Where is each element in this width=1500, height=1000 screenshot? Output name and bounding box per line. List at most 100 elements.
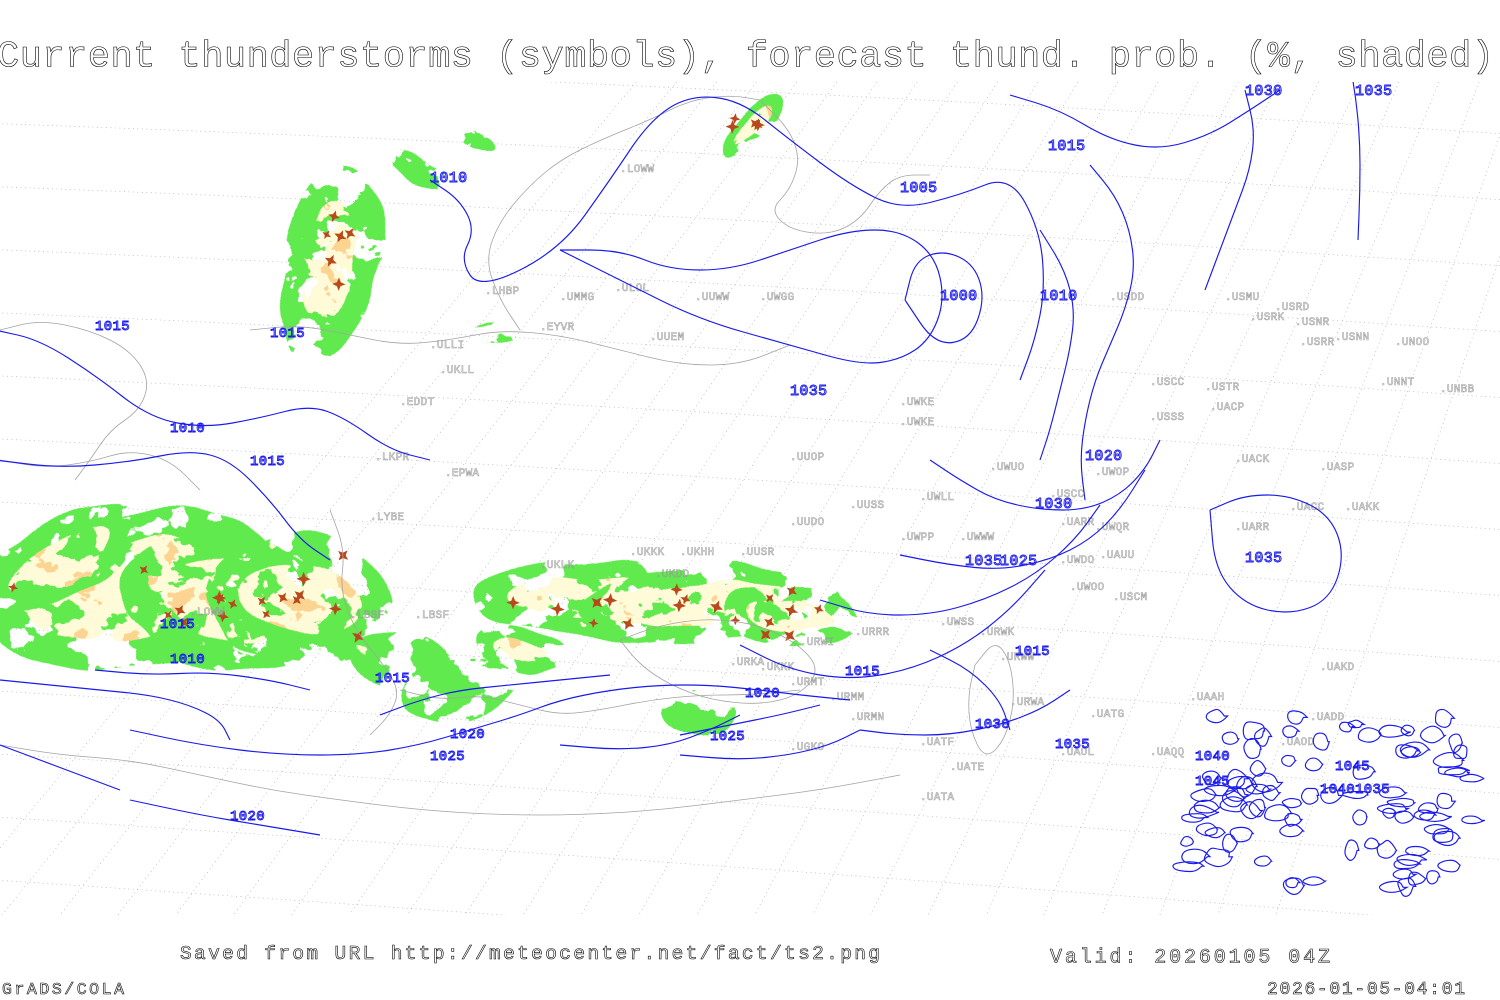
- svg-text:.UUOP: .UUOP: [790, 452, 824, 464]
- svg-text:.UWDO: .UWDO: [1060, 555, 1094, 567]
- svg-text:.URWA: .URWA: [1010, 697, 1044, 709]
- svg-text:1035: 1035: [1355, 83, 1392, 100]
- svg-text:.UKLL: .UKLL: [440, 365, 474, 377]
- svg-text:Current thunderstorms (symbols: Current thunderstorms (symbols), forecas…: [0, 37, 1494, 79]
- svg-text:1030: 1030: [1245, 83, 1282, 100]
- svg-text:.UWWW: .UWWW: [960, 532, 994, 544]
- svg-text:.UUSS: .UUSS: [850, 500, 884, 512]
- svg-text:.UWPP: .UWPP: [900, 532, 934, 544]
- svg-text:1025: 1025: [430, 749, 465, 765]
- svg-text:1020: 1020: [450, 727, 485, 743]
- svg-text:.UUSR: .UUSR: [740, 547, 774, 559]
- svg-text:1045: 1045: [1335, 759, 1370, 775]
- svg-text:1015: 1015: [1048, 138, 1085, 155]
- svg-text:.UACP: .UACP: [1210, 402, 1244, 414]
- svg-text:1015: 1015: [95, 319, 130, 335]
- svg-text:.ULOL: .ULOL: [615, 283, 649, 295]
- svg-text:1025: 1025: [1000, 553, 1037, 570]
- svg-text:.UWLL: .UWLL: [920, 492, 954, 504]
- svg-text:1010: 1010: [170, 421, 205, 437]
- svg-text:.LOWW: .LOWW: [620, 164, 654, 176]
- svg-text:.LYBE: .LYBE: [370, 512, 404, 524]
- svg-text:.UUWW: .UUWW: [695, 292, 729, 304]
- svg-text:.UACK: .UACK: [1235, 454, 1269, 466]
- svg-text:.USRR: .USRR: [1300, 337, 1334, 349]
- svg-text:.USCC: .USCC: [1150, 377, 1184, 389]
- svg-text:.EYVR: .EYVR: [540, 322, 574, 334]
- svg-text:.UWGG: .UWGG: [760, 292, 794, 304]
- svg-text:.URRR: .URRR: [855, 627, 889, 639]
- svg-text:1005: 1005: [900, 180, 937, 197]
- svg-text:.UAUU: .UAUU: [1100, 550, 1134, 562]
- svg-text:.USNN: .USNN: [1335, 332, 1369, 344]
- svg-text:1040: 1040: [1195, 749, 1230, 765]
- svg-text:1035: 1035: [1245, 550, 1282, 567]
- svg-text:1045: 1045: [1195, 774, 1230, 790]
- svg-text:.USTR: .USTR: [1205, 382, 1239, 394]
- svg-text:.UWOP: .UWOP: [1095, 467, 1129, 479]
- svg-text:1035: 1035: [790, 383, 827, 400]
- svg-text:.UUDO: .UUDO: [790, 517, 824, 529]
- svg-text:.UADD: .UADD: [1310, 712, 1344, 724]
- svg-text:.USNR: .USNR: [1295, 317, 1329, 329]
- svg-text:.URWI: .URWI: [800, 637, 834, 649]
- svg-text:.UWSS: .UWSS: [940, 617, 974, 629]
- svg-text:.UASP: .UASP: [1320, 462, 1354, 474]
- svg-text:.UWKE: .UWKE: [900, 417, 934, 429]
- svg-text:.UAOD: .UAOD: [1280, 737, 1314, 749]
- svg-text:1020: 1020: [230, 809, 265, 825]
- svg-text:1015: 1015: [845, 664, 880, 680]
- svg-text:.LOWW: .LOWW: [190, 607, 224, 619]
- svg-text:1015: 1015: [270, 326, 305, 342]
- svg-text:1010: 1010: [1040, 288, 1077, 305]
- svg-text:.URMN: .URMN: [850, 712, 884, 724]
- svg-text:.EDDT: .EDDT: [400, 397, 434, 409]
- svg-text:1035: 1035: [1055, 737, 1090, 753]
- svg-text:.UKKK: .UKKK: [630, 547, 664, 559]
- svg-text:.EPWA: .EPWA: [445, 468, 479, 480]
- svg-text:.UKDD: .UKDD: [655, 569, 689, 581]
- svg-text:1000: 1000: [940, 288, 977, 305]
- svg-text:.USMU: .USMU: [1225, 292, 1259, 304]
- svg-text:1035: 1035: [1355, 782, 1390, 798]
- svg-text:1015: 1015: [160, 617, 195, 633]
- svg-text:1025: 1025: [710, 729, 745, 745]
- svg-text:.USSS: .USSS: [1150, 412, 1184, 424]
- svg-text:.UWKE: .UWKE: [900, 397, 934, 409]
- svg-text:1015: 1015: [375, 671, 410, 687]
- svg-text:.UMMG: .UMMG: [560, 292, 594, 304]
- svg-text:.UATA: .UATA: [920, 792, 954, 804]
- svg-text:.UAQQ: .UAQQ: [1150, 747, 1184, 759]
- svg-text:.UWUO: .UWUO: [990, 462, 1024, 474]
- svg-text:.USRD: .USRD: [1275, 302, 1309, 314]
- svg-text:.UWOO: .UWOO: [1070, 582, 1104, 594]
- svg-text:.UNBB: .UNBB: [1440, 384, 1474, 396]
- svg-text:.UATF: .UATF: [920, 737, 954, 749]
- svg-text:1040: 1040: [1320, 782, 1355, 798]
- svg-text:.UKHH: .UKHH: [680, 547, 714, 559]
- svg-text:.UATG: .UATG: [1090, 709, 1124, 721]
- svg-text:1010: 1010: [170, 652, 205, 668]
- svg-text:.LBSF: .LBSF: [415, 610, 449, 622]
- svg-text:.UAKD: .UAKD: [1320, 662, 1354, 674]
- svg-text:.UNNT: .UNNT: [1380, 377, 1414, 389]
- svg-text:.UAKK: .UAKK: [1345, 502, 1379, 514]
- svg-text:.LBSF: .LBSF: [350, 610, 384, 622]
- svg-text:.USCM: .USCM: [1113, 592, 1147, 604]
- svg-text:.URMT: .URMT: [790, 677, 824, 689]
- svg-text:.UWQR: .UWQR: [1095, 522, 1129, 534]
- svg-text:1015: 1015: [250, 454, 285, 470]
- svg-text:1015: 1015: [1015, 644, 1050, 660]
- svg-text:.ULLI: .ULLI: [430, 340, 464, 352]
- svg-text:.UNOO: .UNOO: [1395, 337, 1429, 349]
- svg-text:.UAAH: .UAAH: [1190, 692, 1224, 704]
- svg-text:.UUEM: .UUEM: [650, 332, 684, 344]
- svg-text:1020: 1020: [745, 686, 780, 702]
- svg-text:1020: 1020: [1085, 448, 1122, 465]
- svg-text:.UARR: .UARR: [1235, 522, 1269, 534]
- svg-text:2026-01-05-04:01: 2026-01-05-04:01: [1267, 980, 1465, 1000]
- svg-text:.UARR: .UARR: [1060, 517, 1094, 529]
- svg-text:1030: 1030: [975, 717, 1010, 733]
- svg-text:.UKLK: .UKLK: [540, 560, 574, 572]
- svg-text:1030: 1030: [1035, 496, 1072, 513]
